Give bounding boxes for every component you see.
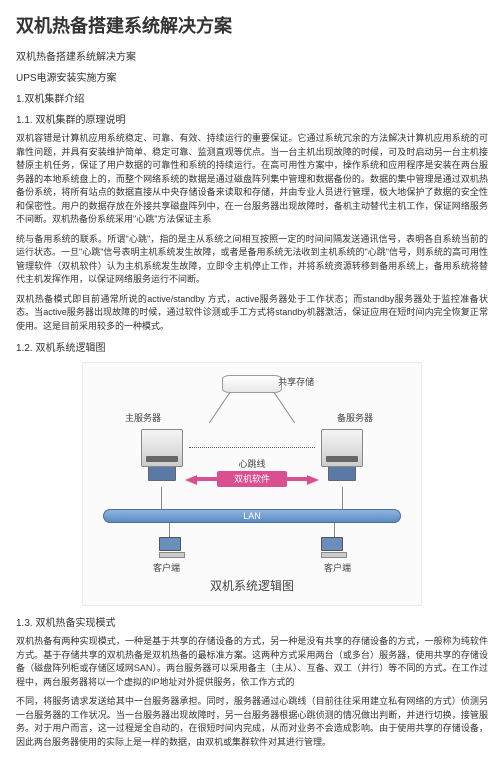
page-title: 双机热备搭建系统解决方案 <box>16 12 488 38</box>
client-left-icon <box>159 537 183 558</box>
ha-software-box: 双机软件 <box>217 471 287 487</box>
lan-label: LAN <box>243 509 261 523</box>
connector-line <box>334 523 335 537</box>
paragraph-3: 双机热备模式即目前通常所说的active/standby 方式，active服务… <box>16 293 488 334</box>
section-1-1: 1.1. 双机集群的原理说明 <box>16 111 488 126</box>
diagram-title: 双机系统逻辑图 <box>210 577 294 594</box>
section-1-3: 1.3. 双机热备实现模式 <box>16 614 488 629</box>
primary-server-label: 主服务器 <box>125 411 161 424</box>
connector-line <box>169 523 170 537</box>
arrow-right-icon <box>307 475 319 485</box>
paragraph-5: 不同，将服务请求发送给其中一台服务器承担。同时，服务器通过心跳线（目前往往采用建… <box>16 695 488 749</box>
arrow-left-icon <box>185 475 197 485</box>
client-right-label: 客户端 <box>324 561 351 574</box>
subtitle-2: UPS电源安装实施方案 <box>16 69 488 84</box>
section-1: 1.双机集群介绍 <box>16 90 488 105</box>
logic-diagram: 共享存储 主服务器 备服务器 心跳线 双机软件 LAN 客户端 <box>82 362 422 606</box>
client-right-icon <box>321 537 345 558</box>
standby-server-label: 备服务器 <box>337 411 373 424</box>
connector-line <box>209 393 230 423</box>
shared-storage-icon <box>222 375 282 393</box>
connector-line <box>274 393 295 423</box>
heartbeat-line <box>189 447 315 448</box>
standby-server-icon <box>321 429 363 485</box>
paragraph-2: 统与备用系统的联系。所谓"心跳"，指的是主从系统之间相互按照一定的时间间隔发送通… <box>16 233 488 287</box>
paragraph-1: 双机容错是计算机应用系统稳定、可靠、有效、持续运行的重要保证。它通过系统冗余的方… <box>16 132 488 227</box>
shared-storage-label: 共享存储 <box>278 375 314 388</box>
connector-line <box>342 487 343 509</box>
section-1-2: 1.2. 双机系统逻辑图 <box>16 339 488 354</box>
heartbeat-label: 心跳线 <box>238 457 265 470</box>
arrow-stem <box>279 477 307 481</box>
subtitle-1: 双机热备搭建系统解决方案 <box>16 48 488 63</box>
primary-server-icon <box>141 429 183 485</box>
connector-line <box>161 487 162 509</box>
client-left-label: 客户端 <box>153 561 180 574</box>
paragraph-4: 双机热备有两种实现模式，一种是基于共享的存储设备的方式，另一种是没有共享的存储设… <box>16 635 488 689</box>
